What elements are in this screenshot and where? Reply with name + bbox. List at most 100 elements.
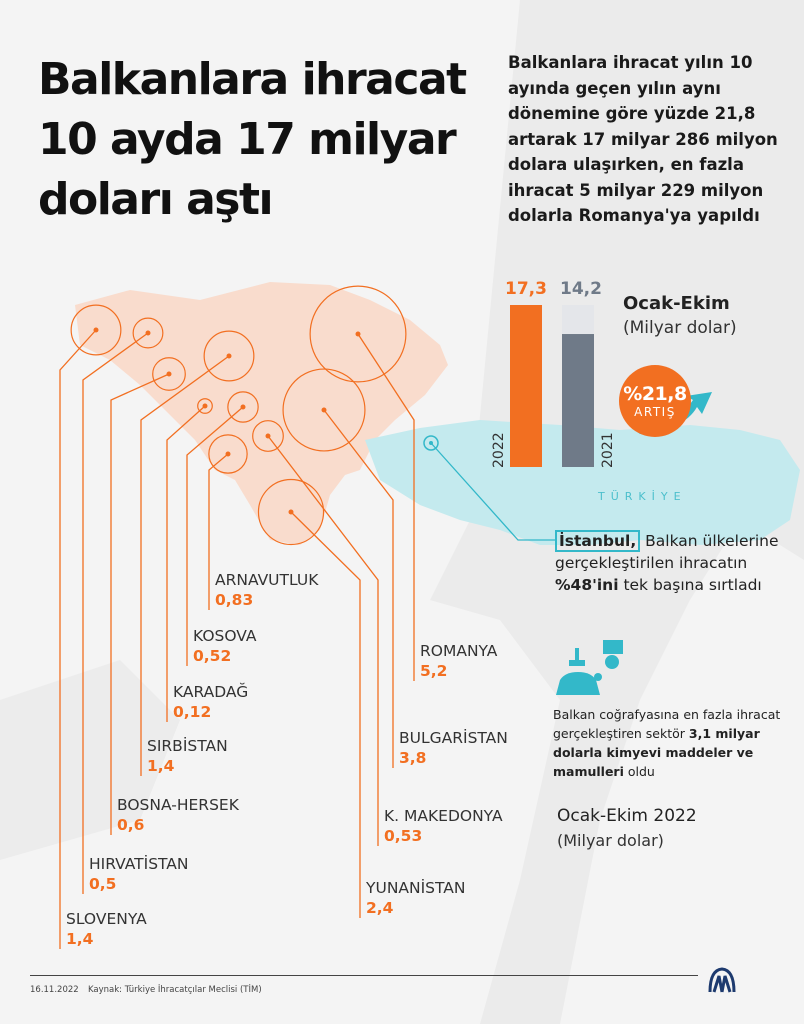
connector-line [357,333,415,681]
country-label: SIRBİSTAN 1,4 [147,736,228,776]
bar-category-2021: 2021 [600,432,616,468]
country-value: 1,4 [66,930,94,948]
sector-highlight: 3,1 milyar dolarla kimyevi maddeler ve m… [553,726,760,779]
connector-line [323,409,394,768]
bubble-dot [240,404,246,410]
country-label: HIRVATİSTAN 0,5 [89,854,189,894]
country-value: 2,4 [366,899,394,917]
istanbul-note: İstanbul, Balkan ülkelerine gerçekleştir… [555,530,795,596]
bubble-yunani̇stan [257,478,325,546]
country-name: KOSOVA [193,627,257,645]
connector-line [140,355,230,776]
country-label: YUNANİSTAN 2,4 [366,878,465,918]
bubble-karadağ [197,398,213,414]
connector-line [110,373,170,835]
connector-line [186,406,244,666]
map-unit: (Milyar dolar) [557,831,664,850]
industry-robot-icon [556,640,623,695]
country-name: HIRVATİSTAN [89,855,189,873]
connector-line [82,332,149,894]
bubble-dot [355,331,361,337]
country-value: 1,4 [147,757,175,775]
country-value: 0,5 [89,875,117,893]
bar-label-2021: 14,2 [560,279,602,299]
bubble-hirvati̇stan [132,317,164,349]
connector-line [59,329,97,949]
map-label-turkiye: TÜRKİYE [598,490,687,503]
sector-text-end: oldu [623,764,655,779]
country-name: YUNANİSTAN [366,879,466,897]
bubble-dot [166,371,172,377]
country-label: K. MAKEDONYA 0,53 [384,806,503,846]
increase-label: ARTIŞ [634,405,676,419]
country-name: SIRBİSTAN [147,737,228,755]
bubble-romanya [309,285,407,383]
country-label: ARNAVUTLUK 0,83 [215,570,318,610]
bubble-sirbi̇stan [203,330,255,382]
bar-2021 [562,334,594,467]
country-name: SLOVENYA [66,910,147,928]
bar-2022 [510,305,542,467]
bubble-dot [202,403,208,409]
country-label: ROMANYA 5,2 [420,641,497,681]
bubble-bosna-hersek [152,357,186,391]
bubble-bulgari̇stan [282,368,366,452]
country-label: KARADAĞ 0,12 [173,682,248,722]
country-label: BULGARİSTAN 3,8 [399,728,508,768]
bubble-slovenya [70,304,122,356]
istanbul-marker [423,435,439,451]
connector-line [208,453,229,610]
balkans-shape [75,282,448,545]
country-value: 0,12 [173,703,212,721]
page-title: Balkanlara ihracat 10 ayda 17 milyar dol… [38,54,467,225]
bubble-k. makedonya [252,420,284,452]
country-value: 3,8 [399,749,427,767]
country-name: ARNAVUTLUK [215,571,319,589]
bubble-kosova [227,391,259,423]
istanbul-connector [430,442,555,541]
bubble-dot [145,330,151,336]
country-name: BOSNA-HERSEK [117,796,239,814]
bubble-dot [288,509,294,515]
increase-percent: %21,8 [623,383,687,405]
country-label: BOSNA-HERSEK 0,6 [117,795,239,835]
map-period: Ocak-Ekim 2022 [557,806,697,826]
footer-divider [30,975,698,976]
footer-source: Kaynak: Türkiye İhracatçılar Meclisi (Tİ… [88,985,262,995]
country-value: 0,53 [384,827,423,845]
bubble-dot [93,327,99,333]
country-name: BULGARİSTAN [399,729,508,747]
increase-badge: %21,8 ARTIŞ [619,365,691,437]
country-label: KOSOVA 0,52 [193,626,257,666]
country-value: 0,6 [117,816,145,834]
bubble-dot [226,353,232,359]
istanbul-text-end: tek başına sırtladı [618,576,762,594]
connector-line [166,405,206,722]
country-label: SLOVENYA 1,4 [66,909,147,949]
istanbul-city: İstanbul, [555,530,641,552]
intro-text: Balkanlara ihracat yılın 10 ayında geçen… [508,53,778,225]
bar-chart-unit: (Milyar dolar) [623,318,737,338]
bar-chart-title: Ocak-Ekim [623,293,730,314]
bubble-dot [265,433,271,439]
sector-text: Balkan coğrafyasına en fazla ihracat ger… [553,707,781,741]
istanbul-text: Balkan ülkelerine gerçekleştirilen ihrac… [555,532,779,572]
country-name: K. MAKEDONYA [384,807,503,825]
country-value: 0,52 [193,647,232,665]
turkey-shape [365,420,800,545]
bubble-dot [321,407,327,413]
country-value: 5,2 [420,662,448,680]
landmass-shape [0,660,180,860]
istanbul-share: %48'ini [555,576,619,594]
up-arrow-icon [632,392,712,434]
country-value: 0,83 [215,591,254,609]
bar-category-2022: 2022 [491,432,507,468]
sector-note: Balkan coğrafyasına en fazla ihracat ger… [553,705,798,781]
bubble-dot [225,451,231,457]
bubble-arnavutluk [208,434,248,474]
footer-date: 16.11.2022 [30,985,79,995]
country-name: KARADAĞ [173,683,249,701]
country-name: ROMANYA [420,642,498,660]
